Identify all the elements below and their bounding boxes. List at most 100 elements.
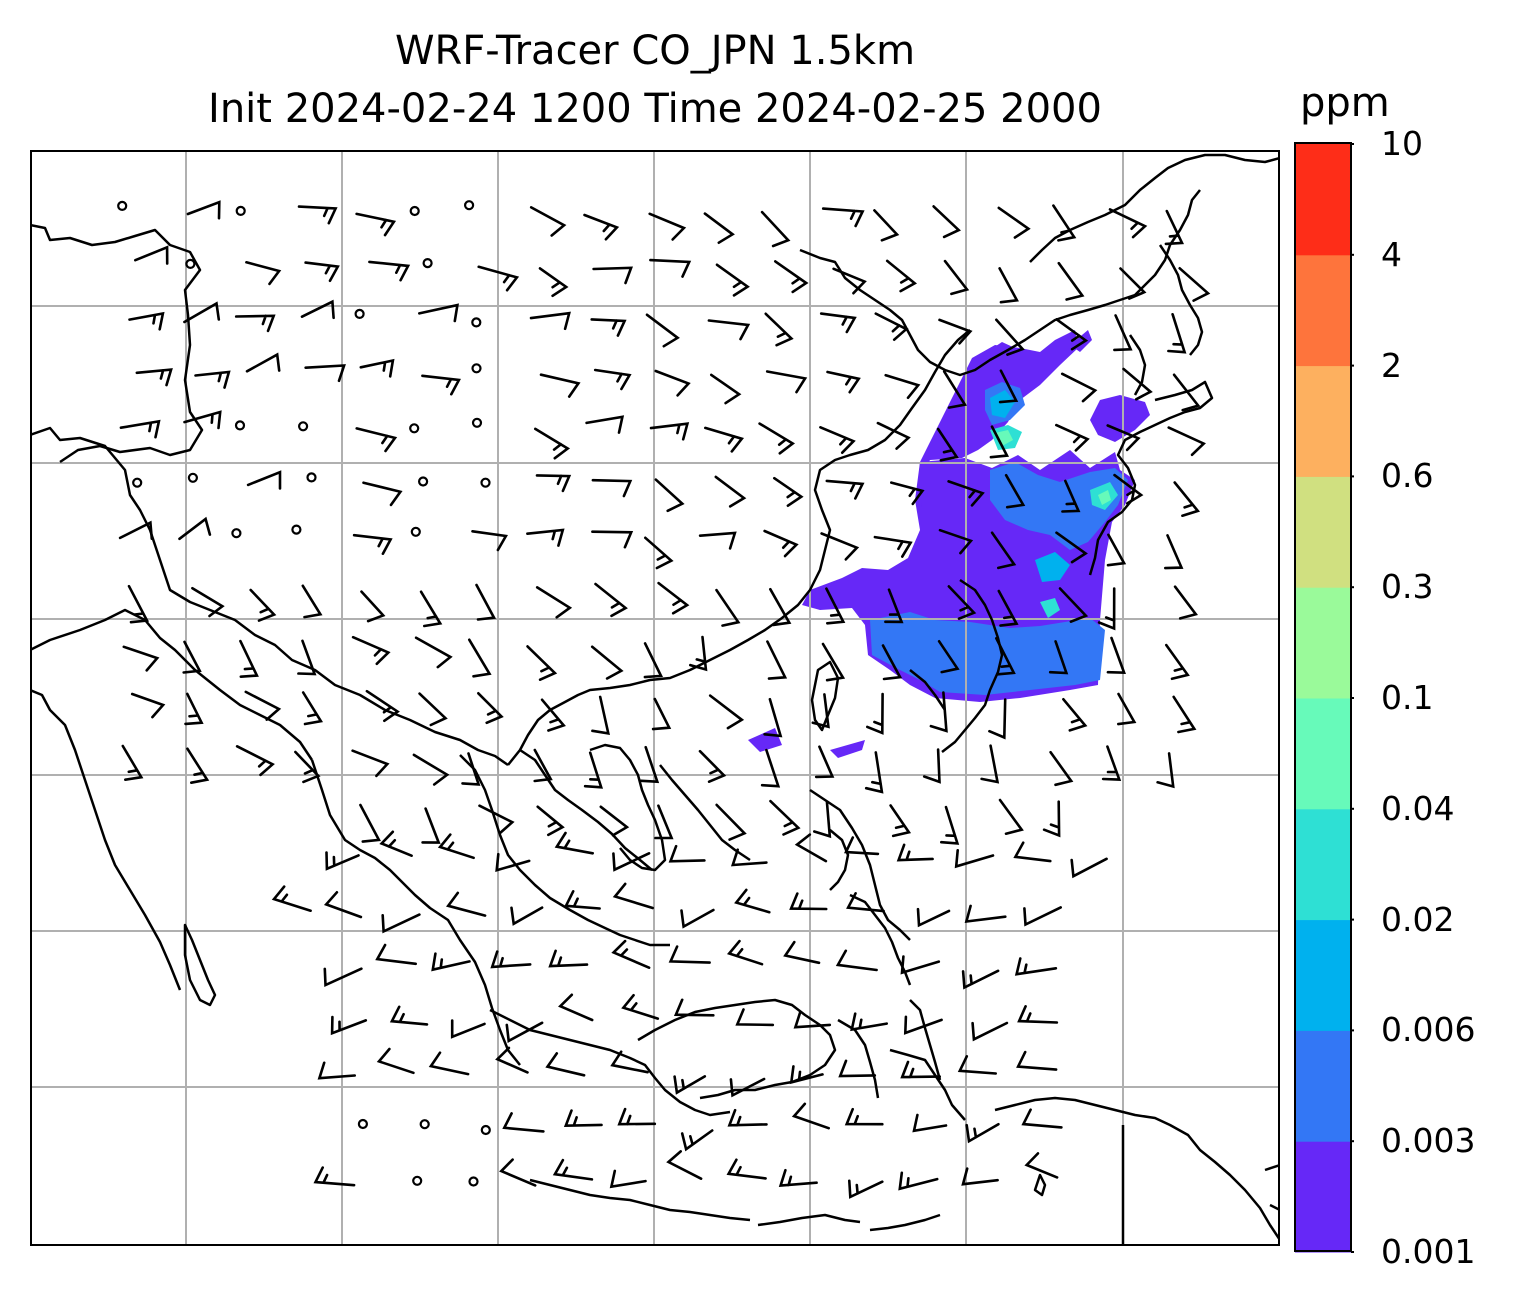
co-concentration-plume — [748, 330, 1150, 758]
coastline-segment — [30, 688, 182, 991]
wind-barb — [234, 314, 276, 333]
wind-barb — [1119, 267, 1147, 300]
wind-barb — [954, 849, 995, 869]
wind-barb — [461, 752, 481, 786]
wind-barb — [988, 698, 1007, 740]
wind-barb — [789, 892, 828, 911]
wind-barb — [866, 692, 884, 735]
wind-barb — [563, 890, 601, 910]
wind-barb — [821, 207, 865, 228]
coastline-segment — [1033, 1173, 1047, 1197]
wind-barb-calm — [412, 1175, 423, 1186]
coastline-segment — [30, 608, 314, 761]
wind-barb — [352, 533, 393, 555]
wind-barb — [995, 637, 1016, 676]
wind-barb — [873, 535, 913, 558]
wind-barb — [538, 267, 569, 298]
wind-barb — [359, 358, 395, 378]
wind-barb — [1173, 585, 1198, 620]
wind-barb — [938, 318, 973, 345]
wind-barb — [1055, 318, 1089, 351]
wind-barb — [916, 907, 951, 928]
coastline-segment — [799, 189, 1201, 377]
wind-barb — [884, 588, 904, 624]
wind-barb — [533, 748, 553, 783]
wind-barb — [734, 888, 771, 914]
wind-barb — [495, 852, 531, 872]
coastline-segment — [519, 748, 653, 871]
wind-barb — [942, 370, 968, 409]
wind-barb — [698, 749, 727, 783]
coastline-segment — [30, 223, 204, 464]
wind-barb-calm — [235, 205, 246, 217]
wind-barb — [121, 744, 144, 781]
wind-barb — [421, 807, 441, 844]
wind-barb — [1049, 750, 1074, 787]
wind-barb — [846, 892, 885, 913]
wind-barb — [764, 312, 794, 347]
wind-barb — [703, 212, 735, 244]
wind-barb — [710, 373, 742, 405]
wind-barb — [471, 530, 508, 552]
wind-barb — [639, 745, 660, 784]
plume-region — [1098, 490, 1111, 505]
wind-barb — [1156, 752, 1175, 789]
wind-barb — [947, 480, 985, 507]
wind-barb — [317, 1061, 356, 1080]
wind-barb — [313, 1166, 356, 1187]
wind-barb — [964, 904, 1007, 924]
wind-barb — [418, 692, 448, 727]
wind-barb — [1108, 208, 1148, 239]
wind-barb — [1014, 957, 1058, 976]
wind-barb — [182, 640, 202, 674]
wind-barb — [548, 949, 589, 968]
wind-barb — [1117, 692, 1137, 726]
colorbar-tick-label: 0.04 — [1381, 788, 1455, 828]
wind-barb — [437, 833, 475, 860]
coastline-segment — [941, 578, 1004, 753]
wind-barb — [791, 1102, 830, 1130]
wind-barb — [644, 536, 674, 570]
colorbar-tick-label: 2 — [1381, 345, 1402, 385]
colorbar-segment — [1295, 144, 1351, 256]
colorbar-segment — [1295, 587, 1351, 699]
wind-barb — [495, 1046, 529, 1074]
coastline-segment — [1128, 334, 1147, 396]
wind-barb — [1048, 640, 1069, 675]
wind-barb — [505, 1021, 544, 1043]
wind-barb — [418, 303, 459, 323]
wind-barb — [1167, 313, 1187, 354]
wind-barb — [936, 427, 959, 462]
wind-barb — [583, 213, 620, 241]
wind-barb — [119, 419, 161, 439]
wind-barb — [832, 267, 867, 295]
wind-barb — [760, 748, 781, 788]
wind-barb — [922, 748, 941, 784]
wind-barb — [666, 1150, 703, 1180]
wind-barb — [122, 645, 160, 672]
wind-barb — [539, 373, 581, 398]
wind-barb — [246, 470, 282, 490]
wind-barb — [957, 1055, 997, 1075]
wind-barb — [360, 590, 386, 623]
wind-barb — [673, 998, 715, 1017]
coastline-segment — [869, 1213, 941, 1232]
wind-barb-calm — [480, 477, 491, 488]
wind-barb — [301, 691, 324, 726]
wind-barb — [896, 843, 934, 862]
wind-barb — [729, 1077, 766, 1098]
wind-barb — [1024, 1152, 1059, 1179]
wind-barb — [362, 481, 403, 507]
colorbar-unit-label: ppm — [1300, 80, 1390, 126]
wind-barb — [599, 805, 630, 837]
wind-barb — [773, 476, 804, 507]
wind-barb — [778, 1168, 818, 1188]
coastline-segment — [529, 1178, 751, 1222]
wind-barb — [1113, 473, 1144, 505]
wind-barb — [937, 640, 960, 674]
wind-barb — [938, 528, 974, 555]
wind-barb — [428, 1051, 470, 1076]
wind-barb — [534, 427, 571, 460]
wind-barb — [844, 1107, 884, 1126]
wind-barb — [1057, 261, 1085, 301]
